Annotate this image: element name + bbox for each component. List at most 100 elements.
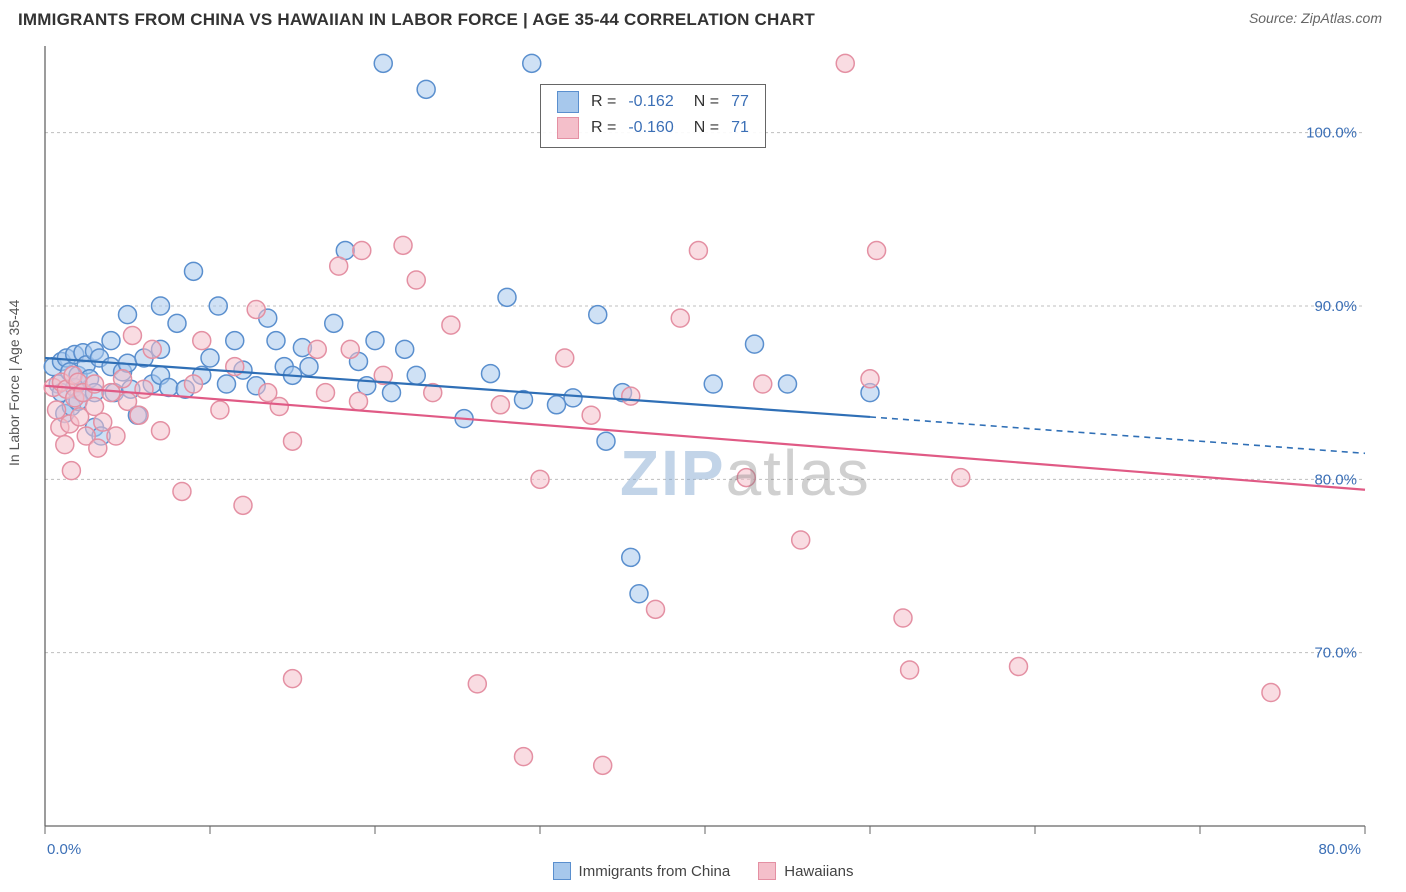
data-point-china (622, 548, 640, 566)
data-point-hawaiian (671, 309, 689, 327)
y-tick-label: 100.0% (1306, 125, 1357, 142)
watermark-zip: ZIP (620, 437, 726, 509)
data-point-hawaiian (901, 661, 919, 679)
data-point-hawaiian (407, 271, 425, 289)
data-point-hawaiian (792, 531, 810, 549)
y-tick-label: 90.0% (1314, 298, 1357, 315)
data-point-hawaiian (468, 675, 486, 693)
data-point-hawaiian (330, 257, 348, 275)
data-point-hawaiian (308, 340, 326, 358)
data-point-hawaiian (185, 375, 203, 393)
x-tick-label: 0.0% (47, 841, 81, 858)
data-point-china (498, 288, 516, 306)
legend-swatch-china (557, 91, 579, 113)
legend-n-label: N = (680, 89, 725, 115)
data-point-china (209, 297, 227, 315)
data-point-hawaiian (394, 236, 412, 254)
data-point-hawaiian (491, 396, 509, 414)
data-point-china (201, 349, 219, 367)
data-point-hawaiian (234, 496, 252, 514)
source-prefix: Source: (1249, 10, 1301, 26)
data-point-hawaiian (515, 748, 533, 766)
data-point-china (523, 54, 541, 72)
data-point-hawaiian (754, 375, 772, 393)
data-point-hawaiian (48, 401, 66, 419)
data-point-hawaiian (952, 469, 970, 487)
data-point-china (630, 585, 648, 603)
data-point-hawaiian (836, 54, 854, 72)
correlation-legend: R =-0.162N =77R =-0.160N =71 (540, 84, 766, 148)
data-point-hawaiian (1010, 658, 1028, 676)
watermark-atlas: atlas (726, 437, 871, 509)
data-point-hawaiian (341, 340, 359, 358)
data-point-china (704, 375, 722, 393)
data-point-china (564, 389, 582, 407)
legend-r-value-hawaiian: -0.160 (622, 115, 679, 141)
data-point-hawaiian (114, 370, 132, 388)
data-point-hawaiian (1262, 684, 1280, 702)
data-point-china (226, 332, 244, 350)
data-point-hawaiian (442, 316, 460, 334)
data-point-hawaiian (107, 427, 125, 445)
legend-row-china: R =-0.162N =77 (551, 89, 755, 115)
y-axis-title: In Labor Force | Age 35-44 (6, 300, 22, 466)
data-point-china (185, 262, 203, 280)
data-point-hawaiian (531, 470, 549, 488)
data-point-china (366, 332, 384, 350)
data-point-china (417, 80, 435, 98)
trend-line-ext-china (870, 417, 1365, 453)
data-point-hawaiian (94, 413, 112, 431)
data-point-hawaiian (62, 462, 80, 480)
data-point-china (383, 384, 401, 402)
data-point-hawaiian (582, 406, 600, 424)
data-point-china (374, 54, 392, 72)
y-tick-label: 70.0% (1314, 645, 1357, 662)
x-tick-label: 80.0% (1318, 841, 1361, 858)
data-point-hawaiian (647, 600, 665, 618)
data-point-hawaiian (689, 242, 707, 260)
data-point-china (597, 432, 615, 450)
data-point-hawaiian (594, 756, 612, 774)
data-point-china (396, 340, 414, 358)
data-point-hawaiian (861, 370, 879, 388)
data-point-china (160, 378, 178, 396)
data-point-china (589, 306, 607, 324)
data-point-hawaiian (135, 380, 153, 398)
legend-r-label: R = (585, 89, 622, 115)
data-point-china (102, 332, 120, 350)
legend-item-china: Immigrants from China (553, 862, 731, 880)
data-point-hawaiian (123, 326, 141, 344)
legend-label-china: Immigrants from China (579, 863, 731, 880)
data-point-china (267, 332, 285, 350)
data-point-hawaiian (211, 401, 229, 419)
data-point-china (746, 335, 764, 353)
source-name: ZipAtlas.com (1301, 10, 1382, 26)
data-point-hawaiian (130, 406, 148, 424)
data-point-hawaiian (89, 439, 107, 457)
data-point-hawaiian (284, 670, 302, 688)
legend-r-value-china: -0.162 (622, 89, 679, 115)
chart-title: IMMIGRANTS FROM CHINA VS HAWAIIAN IN LAB… (18, 10, 815, 30)
data-point-china (548, 396, 566, 414)
legend-n-value-hawaiian: 71 (725, 115, 755, 141)
legend-swatch-china (553, 862, 571, 880)
source-attribution: Source: ZipAtlas.com (1249, 10, 1382, 26)
data-point-hawaiian (556, 349, 574, 367)
data-point-china (407, 366, 425, 384)
data-point-hawaiian (894, 609, 912, 627)
chart-area: In Labor Force | Age 35-44 70.0% 80.0% 90.… (0, 36, 1406, 886)
legend-swatch-hawaiian (758, 862, 776, 880)
data-point-hawaiian (193, 332, 211, 350)
legend-row-hawaiian: R =-0.160N =71 (551, 115, 755, 141)
data-point-china (325, 314, 343, 332)
data-point-hawaiian (868, 242, 886, 260)
legend-swatch-hawaiian (557, 117, 579, 139)
data-point-hawaiian (270, 398, 288, 416)
legend-r-label: R = (585, 115, 622, 141)
watermark: ZIPatlas (620, 436, 871, 510)
data-point-china (168, 314, 186, 332)
data-point-hawaiian (247, 300, 265, 318)
data-point-hawaiian (317, 384, 335, 402)
legend-item-hawaiian: Hawaiians (758, 862, 853, 880)
data-point-hawaiian (56, 436, 74, 454)
